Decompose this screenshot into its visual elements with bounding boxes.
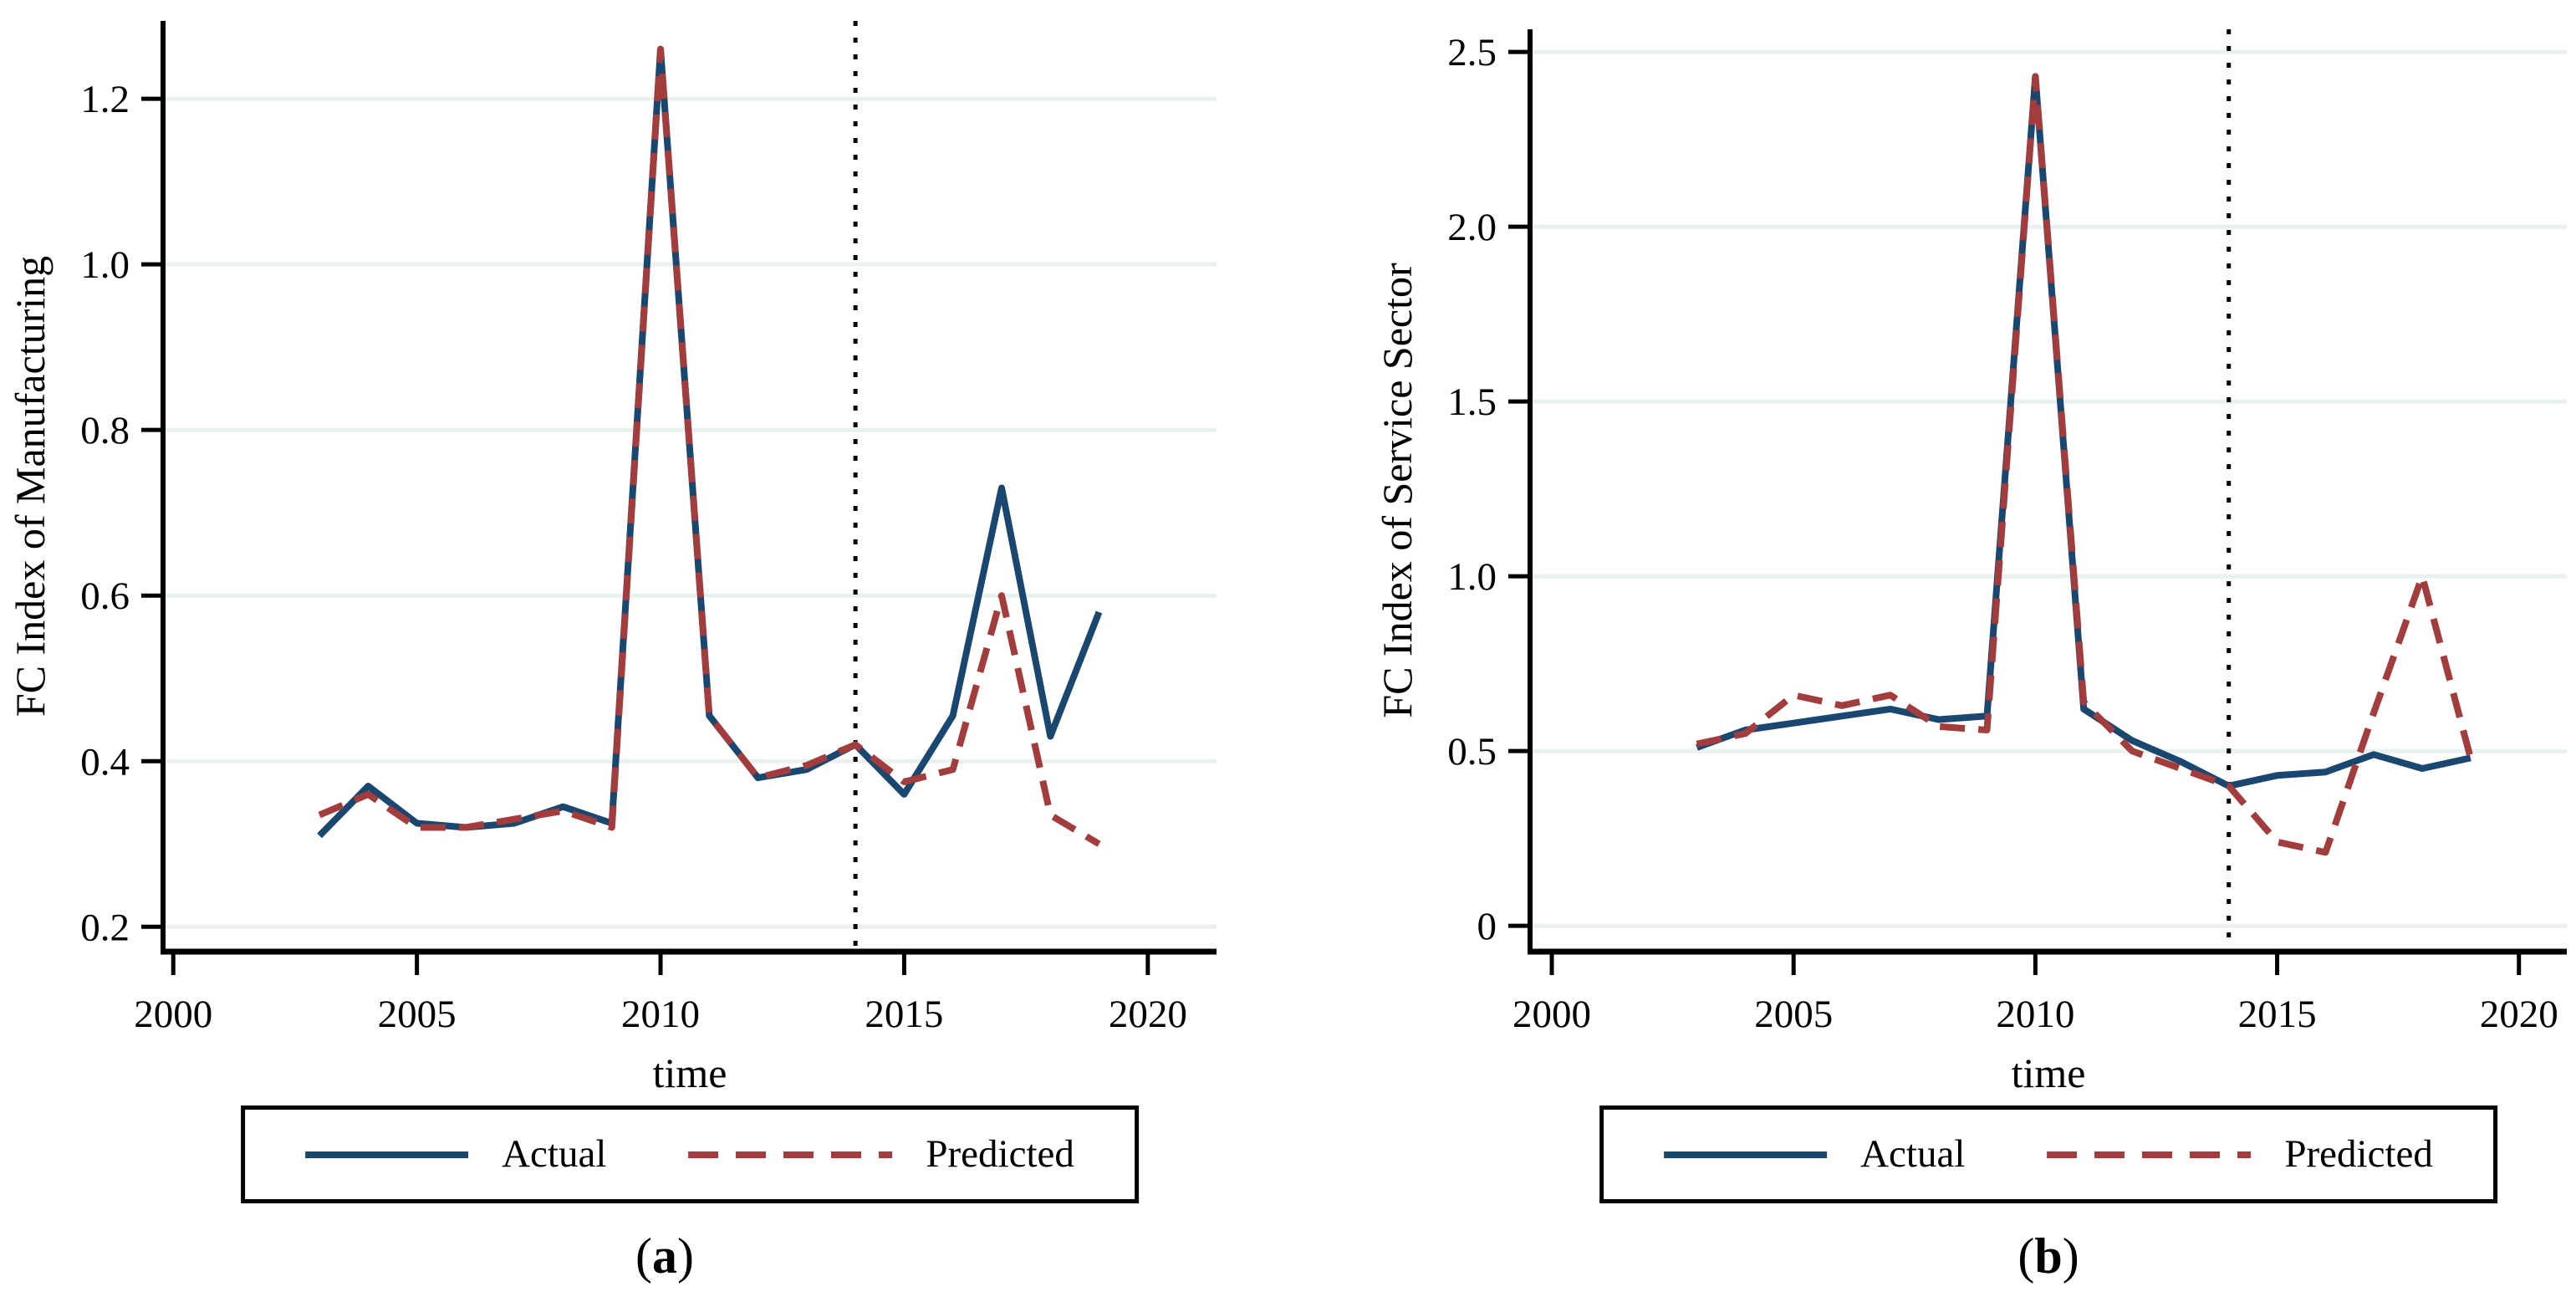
x-axis-title: time bbox=[653, 1049, 727, 1096]
legend-label-actual: Actual bbox=[1860, 1132, 1966, 1176]
predicted-line-swatch bbox=[688, 1151, 893, 1158]
x-tick-label: 2020 bbox=[2480, 993, 2558, 1036]
legend-box: Actual Predicted bbox=[1599, 1106, 2497, 1203]
y-tick-label: 2.0 bbox=[1447, 206, 1497, 249]
y-tick-label: 2.5 bbox=[1447, 31, 1497, 74]
chart-panel-b: 0 0.5 1.0 1.5 2.0 2.5 2000 2005 2010 2015 2020 time… bbox=[1374, 29, 2567, 1096]
y-tick-label: 1.5 bbox=[1447, 380, 1497, 424]
x-tick-label: 2015 bbox=[2238, 993, 2317, 1036]
x-axis-title: time bbox=[2012, 1049, 2086, 1096]
y-tick-label: 1.2 bbox=[80, 78, 130, 121]
x-tick-label: 2000 bbox=[1512, 993, 1591, 1036]
chart-panel-a: 0.2 0.4 0.6 0.8 1.0 1.2 2000 2005 2010 2015 2020 ti… bbox=[7, 21, 1217, 1096]
y-tick-label: 0.6 bbox=[80, 574, 130, 618]
x-tick-label: 2005 bbox=[1754, 993, 1833, 1036]
x-tick-label: 2005 bbox=[378, 993, 457, 1036]
actual-line-swatch bbox=[305, 1151, 469, 1158]
actual-line bbox=[317, 45, 1103, 839]
legend-label-actual: Actual bbox=[502, 1132, 607, 1176]
legend-label-predicted: Predicted bbox=[926, 1132, 1074, 1176]
x-tick-label: 2010 bbox=[1996, 993, 2074, 1036]
y-tick-label: 1.0 bbox=[80, 243, 130, 287]
predicted-line bbox=[318, 45, 1101, 847]
predicted-line bbox=[1696, 73, 2474, 856]
legend-panel-a: Actual Predicted bbox=[241, 1106, 1139, 1203]
predicted-line-swatch bbox=[2047, 1151, 2252, 1158]
y-tick-label: 0.2 bbox=[80, 906, 130, 949]
y-tick-label: 0.8 bbox=[80, 409, 130, 452]
y-tick-label: 0.4 bbox=[80, 740, 130, 784]
legend-panel-b: Actual Predicted bbox=[1599, 1106, 2497, 1203]
legend-label-predicted: Predicted bbox=[2284, 1132, 2433, 1176]
y-tick-label: 0 bbox=[1477, 905, 1497, 948]
x-tick-label: 2000 bbox=[134, 993, 212, 1036]
x-tick-label: 2015 bbox=[865, 993, 943, 1036]
actual-line-swatch bbox=[1664, 1151, 1828, 1158]
legend-box: Actual Predicted bbox=[241, 1106, 1139, 1203]
y-axis-title: FC Index of Service Sector bbox=[1374, 263, 1421, 718]
panel-label-b: (b) bbox=[2017, 1228, 2079, 1284]
y-axis-title: FC Index of Manufacturing bbox=[7, 256, 54, 717]
x-tick-label: 2020 bbox=[1109, 993, 1187, 1036]
y-tick-label: 0.5 bbox=[1447, 730, 1497, 774]
x-tick-label: 2010 bbox=[621, 993, 700, 1036]
y-tick-label: 1.0 bbox=[1447, 555, 1497, 599]
panel-label-a: (a) bbox=[635, 1228, 694, 1284]
actual-line bbox=[1696, 73, 2471, 789]
